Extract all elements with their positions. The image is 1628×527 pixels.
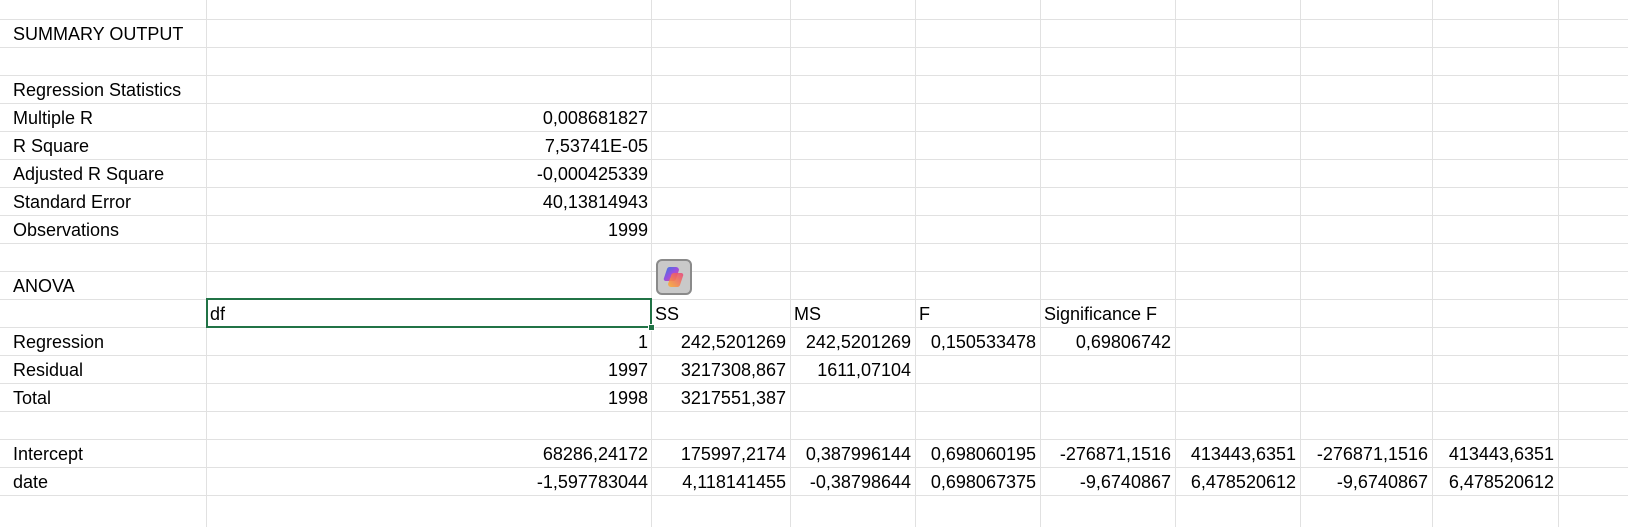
anova-row-label[interactable]: Total <box>13 388 52 408</box>
gridline <box>0 47 1628 48</box>
fill-handle[interactable] <box>648 324 655 331</box>
gridline <box>1558 0 1559 527</box>
anova-cell-df[interactable]: 1997 <box>607 360 648 380</box>
coef-cell[interactable]: 68286,24172 <box>542 444 648 464</box>
gridline <box>0 327 1628 328</box>
gridline <box>0 467 1628 468</box>
coef-cell[interactable]: -9,6740867 <box>1079 472 1171 492</box>
coef-row-label[interactable]: Intercept <box>13 444 84 464</box>
gridline <box>206 0 207 527</box>
anova-cell-f[interactable]: 0,150533478 <box>930 332 1036 352</box>
gridline <box>790 0 791 527</box>
gridline <box>0 383 1628 384</box>
stat-value-r-square[interactable]: 7,53741E-05 <box>544 136 648 156</box>
anova-cell-ss[interactable]: 3217308,867 <box>680 360 786 380</box>
stat-value-observations[interactable]: 1999 <box>607 220 648 240</box>
anova-header-df[interactable]: df <box>210 304 226 324</box>
coef-cell[interactable]: -276871,1516 <box>1316 444 1428 464</box>
coef-cell[interactable]: 0,387996144 <box>805 444 911 464</box>
coef-cell[interactable]: -9,6740867 <box>1336 472 1428 492</box>
anova-title[interactable]: ANOVA <box>13 276 75 296</box>
gridline <box>0 271 1628 272</box>
gridline <box>0 411 1628 412</box>
coef-cell[interactable]: 413443,6351 <box>1190 444 1296 464</box>
coef-cell[interactable]: 0,698060195 <box>930 444 1036 464</box>
coef-cell[interactable]: 413443,6351 <box>1448 444 1554 464</box>
anova-cell-ms[interactable]: 1611,07104 <box>817 360 911 380</box>
anova-cell-ss[interactable]: 3217551,387 <box>680 388 786 408</box>
gridline <box>1432 0 1433 527</box>
gridline <box>0 159 1628 160</box>
stat-label-r-square[interactable]: R Square <box>13 136 90 156</box>
copilot-button[interactable] <box>656 259 692 295</box>
gridline <box>0 103 1628 104</box>
gridline <box>0 243 1628 244</box>
coef-cell[interactable]: 6,478520612 <box>1448 472 1554 492</box>
anova-cell-ss[interactable]: 242,5201269 <box>680 332 786 352</box>
anova-row-label[interactable]: Regression <box>13 332 105 352</box>
gridline <box>0 299 1628 300</box>
anova-header-ms[interactable]: MS <box>794 304 821 324</box>
regression-statistics-header[interactable]: Regression Statistics <box>13 80 182 100</box>
coef-row-label[interactable]: date <box>13 472 49 492</box>
gridline <box>1040 0 1041 527</box>
coef-cell[interactable]: 6,478520612 <box>1190 472 1296 492</box>
coef-cell[interactable]: -0,38798644 <box>809 472 911 492</box>
stat-label-standard-error[interactable]: Standard Error <box>13 192 132 212</box>
summary-output-title[interactable]: SUMMARY OUTPUT <box>13 24 184 44</box>
anova-cell-df[interactable]: 1 <box>637 332 648 352</box>
stat-label-adjusted-r-square[interactable]: Adjusted R Square <box>13 164 165 184</box>
anova-cell-df[interactable]: 1998 <box>607 388 648 408</box>
anova-header-ss[interactable]: SS <box>655 304 680 324</box>
coef-cell[interactable]: 4,118141455 <box>682 472 786 492</box>
coef-cell[interactable]: -1,597783044 <box>536 472 648 492</box>
coef-cell[interactable]: 0,698067375 <box>930 472 1036 492</box>
copilot-icon <box>663 266 684 288</box>
gridline <box>0 355 1628 356</box>
anova-cell-ms[interactable]: 242,5201269 <box>805 332 911 352</box>
gridline <box>0 131 1628 132</box>
anova-row-label[interactable]: Residual <box>13 360 84 380</box>
gridline <box>0 187 1628 188</box>
anova-cell-significance-f[interactable]: 0,69806742 <box>1075 332 1171 352</box>
stat-value-adjusted-r-square[interactable]: -0,000425339 <box>536 164 648 184</box>
stat-label-multiple-r[interactable]: Multiple R <box>13 108 94 128</box>
gridline <box>651 0 652 527</box>
anova-header-f[interactable]: F <box>919 304 930 324</box>
gridline <box>1175 0 1176 527</box>
stat-value-standard-error[interactable]: 40,13814943 <box>542 192 648 212</box>
stat-value-multiple-r[interactable]: 0,008681827 <box>542 108 648 128</box>
coef-cell[interactable]: -276871,1516 <box>1059 444 1171 464</box>
gridline <box>0 19 1628 20</box>
active-cell-selection <box>206 298 652 328</box>
gridline <box>0 439 1628 440</box>
stat-label-observations[interactable]: Observations <box>13 220 120 240</box>
gridline <box>0 495 1628 496</box>
gridline <box>0 215 1628 216</box>
gridline <box>915 0 916 527</box>
coef-cell[interactable]: 175997,2174 <box>680 444 786 464</box>
gridline <box>1300 0 1301 527</box>
anova-header-significance-f[interactable]: Significance F <box>1044 304 1158 324</box>
gridline <box>0 75 1628 76</box>
